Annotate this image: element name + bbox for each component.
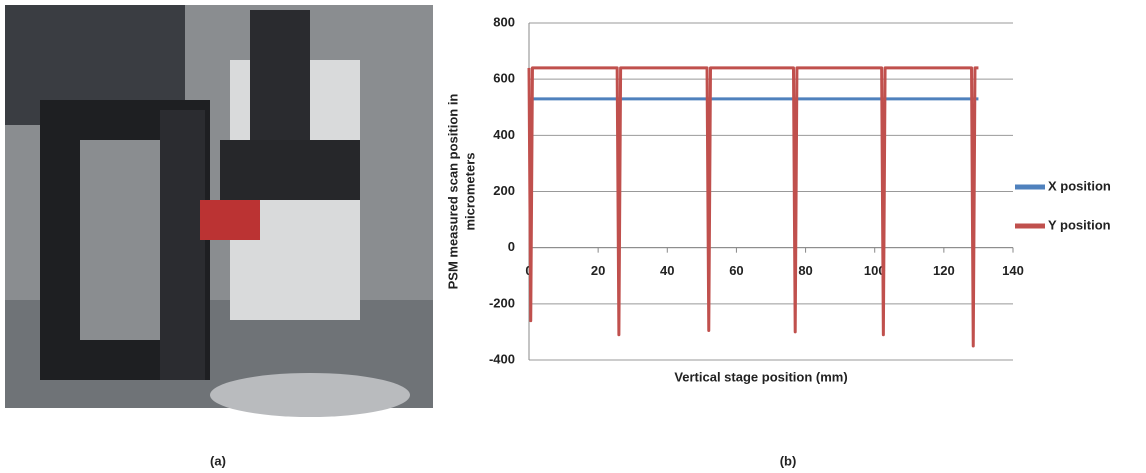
x-tick-label: 120 [933,263,955,278]
y-tick-label: -400 [489,351,515,366]
photo [5,5,433,417]
x-tick-label: 60 [729,263,743,278]
y-axis-label: micrometers [462,152,477,230]
x-tick-label: 140 [1002,263,1024,278]
legend-label: X position [1048,178,1111,193]
x-axis-label: Vertical stage position (mm) [674,369,847,384]
caption: (b) [780,453,797,468]
x-tick-label: 80 [798,263,812,278]
y-tick-label: 600 [493,71,515,86]
y-tick-label: 0 [508,239,515,254]
x-tick-label: 40 [660,263,674,278]
y-tick-label: 800 [493,14,515,29]
y-axis-label: PSM measured scan position in [445,94,460,290]
y-tick-label: 200 [493,183,515,198]
caption: (a) [210,453,226,468]
x-tick-label: 20 [591,263,605,278]
series-line [527,66,979,348]
y-tick-label: -200 [489,295,515,310]
x-tick-label: 100 [864,263,886,278]
y-tick-label: 400 [493,127,515,142]
legend-label: Y position [1048,217,1111,232]
